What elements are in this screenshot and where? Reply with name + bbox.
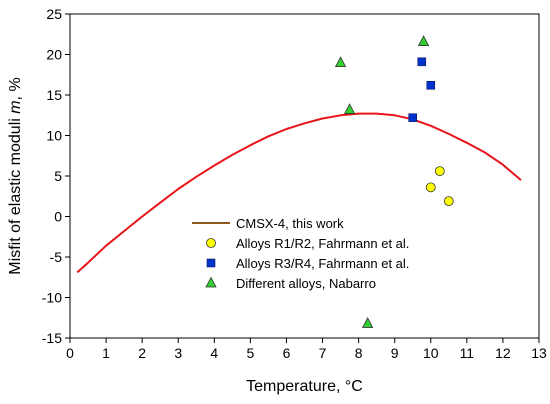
x-tick-label: 9 (391, 345, 399, 361)
y-tick-label: 15 (46, 87, 62, 103)
y-tick-label: 0 (54, 209, 62, 225)
y-axis-title: Misfit of elastic moduli m, % (7, 77, 24, 274)
legend-swatch (205, 276, 217, 288)
series (334, 35, 430, 328)
x-tick-label: 11 (460, 345, 475, 361)
data-point (361, 317, 374, 328)
x-tick-label: 5 (246, 345, 254, 361)
x-tick-label: 1 (102, 345, 110, 361)
data-point (343, 103, 356, 114)
legend-item: CMSX-4, this work (192, 216, 344, 231)
y-tick-label: 5 (54, 168, 62, 184)
y-tick-label: 10 (46, 128, 62, 144)
series (425, 166, 454, 207)
legend-item: Alloys R1/R2, Fahrmann et al. (206, 236, 409, 251)
data-point (426, 80, 436, 90)
legend-label: Alloys R1/R2, Fahrmann et al. (236, 236, 409, 251)
x-tick-label: 2 (138, 345, 146, 361)
x-tick-label: 8 (355, 345, 363, 361)
data-point (443, 196, 454, 207)
y-tick-label: -10 (42, 290, 62, 306)
x-tick-label: 4 (210, 345, 218, 361)
series-line (76, 112, 522, 274)
legend-item: Alloys R3/R4, Fahrmann et al. (206, 256, 409, 271)
y-axis-title-prefix: Misfit of elastic moduli (7, 114, 24, 275)
x-tick-label: 0 (66, 345, 74, 361)
series (76, 112, 522, 274)
y-tick-label: 20 (46, 47, 62, 63)
legend-label: Different alloys, Nabarro (236, 276, 376, 291)
legend-item: Different alloys, Nabarro (205, 276, 376, 291)
data-point (434, 166, 445, 177)
x-tick-label: 7 (319, 345, 327, 361)
legend-swatch (206, 258, 216, 268)
data-point (417, 35, 430, 46)
y-tick-label: -15 (42, 330, 62, 346)
data-point (417, 57, 427, 67)
y-axis-title-suffix: , % (7, 77, 24, 100)
x-axis: 0 1 2 3 4 5 6 7 8 9 10 11 12 13 (66, 338, 547, 361)
legend-label: Alloys R3/R4, Fahrmann et al. (236, 256, 409, 271)
data-point (408, 113, 418, 122)
x-tick-label: 6 (283, 345, 291, 361)
y-tick-label: 25 (46, 6, 62, 22)
data-point (425, 182, 436, 193)
x-tick-label: 3 (174, 345, 182, 361)
y-axis: -15 -10 -5 0 5 10 15 20 25 (42, 6, 70, 346)
legend-swatch (206, 238, 216, 248)
legend: CMSX-4, this work Alloys R1/R2, Fahrmann … (192, 216, 409, 291)
legend-label: CMSX-4, this work (236, 216, 344, 231)
y-tick-label: -5 (50, 249, 63, 265)
y-axis-title-variable: m (7, 100, 24, 113)
data-point (334, 56, 347, 67)
x-axis-title: Temperature, °C (246, 378, 363, 395)
series-layer (76, 35, 522, 328)
x-tick-label: 13 (531, 345, 547, 361)
series (408, 57, 436, 122)
x-tick-label: 12 (495, 345, 511, 361)
x-tick-label: 10 (423, 345, 439, 361)
